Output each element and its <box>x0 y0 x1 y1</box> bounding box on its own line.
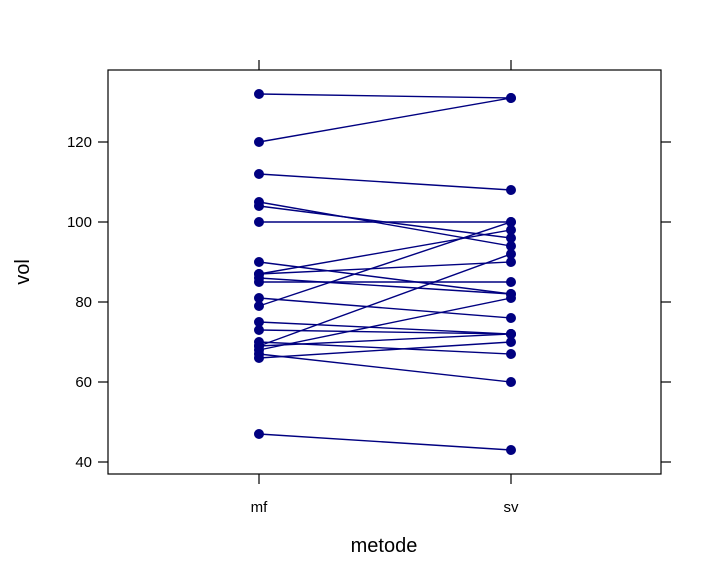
point-sv-20 <box>506 377 516 387</box>
point-mf-13 <box>254 301 264 311</box>
x-axis: mf sv <box>251 60 519 516</box>
point-sv-8 <box>506 225 516 235</box>
pair-line-18 <box>258 333 512 347</box>
series-lines <box>258 93 512 451</box>
y-tick-label-100: 100 <box>67 214 92 231</box>
y-tick-label-120: 120 <box>67 134 92 151</box>
point-sv-2 <box>506 93 516 103</box>
point-sv-13 <box>506 217 516 227</box>
point-sv-18 <box>506 329 516 339</box>
point-sv-17 <box>506 249 516 259</box>
point-sv-11 <box>506 277 516 287</box>
point-sv-16 <box>506 349 516 359</box>
point-mf-2 <box>254 137 264 147</box>
y-axis: 40 60 80 100 120 <box>67 134 671 471</box>
pair-line-14 <box>258 321 512 335</box>
x-axis-title: metode <box>351 535 418 557</box>
point-mf-15 <box>254 325 264 335</box>
point-mf-1 <box>254 89 264 99</box>
point-mf-7 <box>254 257 264 267</box>
point-mf-21 <box>254 353 264 363</box>
point-sv-19 <box>506 293 516 303</box>
pair-line-1 <box>258 93 512 99</box>
point-sv-22 <box>506 445 516 455</box>
point-mf-22 <box>254 429 264 439</box>
pair-line-9 <box>258 261 512 275</box>
plot-frame <box>107 69 662 475</box>
pair-line-12 <box>258 297 512 319</box>
x-tick-label-sv: sv <box>504 499 520 516</box>
pair-line-19 <box>258 297 512 351</box>
point-mf-5 <box>254 201 264 211</box>
pair-line-13 <box>258 221 512 307</box>
pair-line-22 <box>258 433 512 451</box>
point-mf-6 <box>254 217 264 227</box>
pair-line-10 <box>258 277 512 295</box>
y-tick-label-60: 60 <box>75 374 92 391</box>
point-mf-11 <box>254 277 264 287</box>
point-sv-12 <box>506 313 516 323</box>
pair-line-3 <box>258 173 512 191</box>
y-tick-label-80: 80 <box>75 294 92 311</box>
point-sv-4 <box>506 241 516 251</box>
point-sv-3 <box>506 185 516 195</box>
y-axis-title: vol <box>12 259 34 285</box>
pair-line-8 <box>258 229 512 275</box>
pair-line-20 <box>258 353 512 383</box>
pair-line-4 <box>258 201 512 247</box>
point-mf-3 <box>254 169 264 179</box>
pair-line-21 <box>258 341 512 359</box>
point-sv-5 <box>506 233 516 243</box>
series-points <box>254 89 516 455</box>
pair-line-17 <box>258 253 512 347</box>
x-tick-label-mf: mf <box>251 499 268 516</box>
point-mf-12 <box>254 293 264 303</box>
pair-line-2 <box>258 97 512 143</box>
point-sv-9 <box>506 257 516 267</box>
point-mf-14 <box>254 317 264 327</box>
point-sv-21 <box>506 337 516 347</box>
y-tick-label-40: 40 <box>75 454 92 471</box>
